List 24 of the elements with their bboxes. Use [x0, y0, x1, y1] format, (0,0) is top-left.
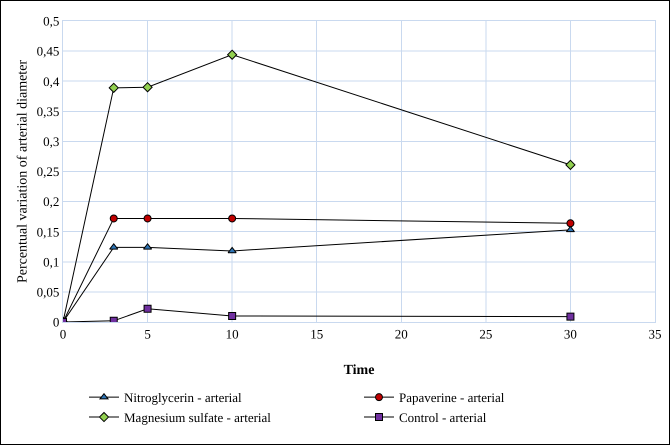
- x-tick-label: 20: [394, 326, 408, 342]
- y-tick-label: 0: [52, 314, 60, 330]
- y-tick-label: 0,45: [36, 44, 60, 59]
- y-tick-label: 0,2: [43, 194, 60, 210]
- y-tick-label: 0,3: [43, 134, 60, 149]
- x-tick-label: 5: [144, 326, 151, 342]
- y-tick-label: 0,05: [36, 284, 60, 300]
- x-axis-title: Time: [344, 363, 374, 378]
- y-tick-label: 0,35: [36, 104, 60, 119]
- legend-label: Nitroglycerin - arterial: [124, 390, 242, 406]
- x-tick-label: 15: [310, 326, 324, 342]
- y-axis-title: Percentual variation of arterial diameter: [15, 60, 30, 284]
- legend-label: Papaverine - arterial: [399, 390, 505, 406]
- y-tick-label: 0,1: [43, 254, 60, 270]
- legend-label: Magnesium sulfate - arterial: [124, 410, 272, 426]
- x-tick-label: 10: [226, 326, 239, 342]
- y-tick-label: 0,25: [36, 164, 60, 180]
- y-tick-label: 0,5: [43, 14, 60, 29]
- legend-label: Control - arterial: [399, 410, 487, 426]
- y-tick-label: 0,4: [43, 74, 60, 89]
- y-tick-label: 0,15: [36, 224, 60, 240]
- x-tick-label: 25: [479, 326, 492, 342]
- x-tick-label: 35: [648, 326, 662, 342]
- x-tick-label: 30: [564, 326, 577, 342]
